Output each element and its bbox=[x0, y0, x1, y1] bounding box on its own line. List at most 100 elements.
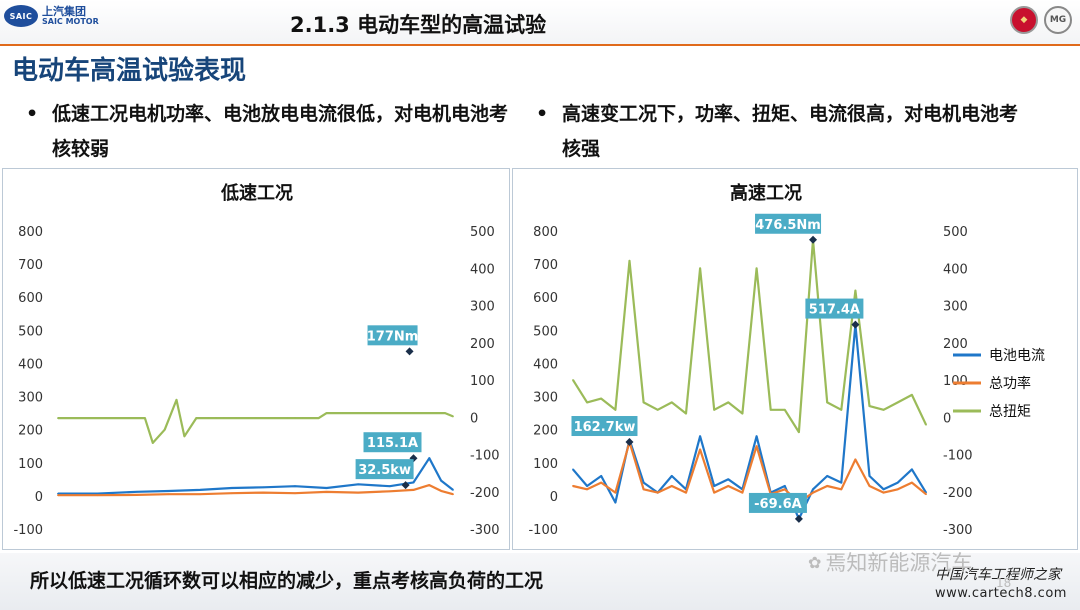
bullet-right-text: 高速变工况下，功率、扭矩、电流很高，对电机电池考核强 bbox=[562, 103, 1019, 160]
data-point bbox=[685, 412, 687, 415]
right-tick-label: -300 bbox=[470, 523, 500, 538]
data-point bbox=[925, 423, 927, 426]
data-point bbox=[57, 494, 59, 497]
data-point bbox=[444, 412, 446, 415]
data-point bbox=[325, 487, 328, 489]
chart-title: 高速工况 bbox=[730, 182, 802, 204]
header-divider bbox=[0, 44, 1080, 46]
annotation-box bbox=[748, 492, 807, 513]
mg-icon: MG bbox=[1044, 6, 1072, 34]
data-point bbox=[826, 401, 829, 404]
left-tick-label: 0 bbox=[35, 490, 43, 505]
watermark-cn: 中国汽车工程师之家 bbox=[935, 567, 1061, 583]
data-point bbox=[670, 401, 673, 404]
annotation-label: 177Nm bbox=[367, 329, 419, 344]
data-point bbox=[713, 408, 716, 411]
data-point bbox=[882, 488, 885, 491]
roewe-icon: ◆ bbox=[1010, 6, 1038, 34]
data-point bbox=[325, 412, 328, 415]
data-point bbox=[896, 481, 899, 484]
data-point bbox=[96, 494, 99, 497]
left-tick-label: 500 bbox=[18, 324, 43, 339]
data-point bbox=[388, 412, 391, 415]
saic-logo-icon: SAIC bbox=[4, 5, 38, 27]
legend-label: 总功率 bbox=[989, 375, 1031, 392]
data-point bbox=[195, 417, 198, 419]
data-point bbox=[783, 488, 786, 491]
data-point bbox=[755, 435, 758, 438]
data-point bbox=[234, 417, 237, 419]
right-tick-label: 0 bbox=[470, 411, 478, 426]
data-point bbox=[868, 485, 871, 487]
right-tick-label: -200 bbox=[943, 486, 973, 501]
conclusion-text: 所以低速工况循环数可以相应的减少，重点考核高负荷的工况 bbox=[30, 570, 544, 592]
data-point bbox=[428, 457, 431, 460]
data-point bbox=[600, 475, 603, 477]
data-point bbox=[910, 468, 913, 471]
data-point bbox=[628, 259, 631, 262]
left-tick-label: 500 bbox=[533, 324, 558, 339]
annotation-label: 162.7kw bbox=[574, 420, 636, 435]
data-point bbox=[175, 398, 178, 401]
annotation-marker bbox=[401, 481, 410, 490]
annotation-marker bbox=[851, 320, 860, 329]
data-point bbox=[614, 491, 617, 494]
data-point bbox=[910, 394, 913, 396]
data-point bbox=[685, 491, 687, 494]
data-point bbox=[783, 485, 786, 487]
bullet-marker: • bbox=[26, 103, 39, 125]
data-point bbox=[230, 492, 233, 495]
data-point bbox=[404, 412, 407, 415]
data-point bbox=[136, 490, 138, 493]
data-point bbox=[699, 267, 701, 270]
right-tick-label: 100 bbox=[470, 374, 495, 389]
data-point bbox=[713, 485, 716, 487]
data-point bbox=[286, 417, 288, 419]
slide-header: SAIC 上汽集团 SAIC MOTOR 2.1.3 电动车型的高温试验 ◆ M… bbox=[0, 0, 1080, 44]
right-tick-label: 400 bbox=[943, 262, 968, 277]
data-point bbox=[96, 492, 99, 495]
data-point bbox=[341, 412, 344, 415]
data-point bbox=[151, 442, 154, 444]
data-point bbox=[812, 491, 814, 494]
data-point bbox=[230, 487, 233, 489]
data-point bbox=[642, 488, 645, 491]
data-point bbox=[826, 485, 829, 487]
series-line bbox=[572, 238, 927, 434]
data-point bbox=[309, 417, 312, 419]
data-point bbox=[572, 485, 574, 487]
annotation-box bbox=[755, 213, 822, 234]
right-tick-label: 300 bbox=[470, 300, 495, 315]
data-point bbox=[396, 412, 399, 415]
data-point bbox=[412, 412, 415, 415]
data-point bbox=[600, 397, 603, 400]
data-point bbox=[868, 475, 871, 477]
data-point bbox=[882, 491, 885, 494]
data-point bbox=[167, 493, 170, 496]
data-point bbox=[783, 408, 786, 411]
data-point bbox=[670, 475, 673, 477]
data-point bbox=[755, 445, 758, 448]
data-point bbox=[254, 417, 257, 419]
left-tick-label: 200 bbox=[18, 424, 43, 439]
data-point bbox=[428, 484, 431, 487]
data-point bbox=[452, 415, 454, 418]
wechat-icon: ✿ bbox=[808, 552, 822, 572]
data-point bbox=[755, 267, 758, 270]
data-point bbox=[274, 417, 277, 419]
right-tick-label: 500 bbox=[943, 225, 968, 240]
annotation-box bbox=[571, 416, 638, 437]
annotation-label: 32.5kw bbox=[358, 463, 411, 478]
wechat-watermark: ✿ 焉知新能源汽车 bbox=[808, 547, 972, 577]
data-point bbox=[614, 408, 617, 411]
data-point bbox=[333, 412, 336, 415]
saic-logo: SAIC 上汽集团 SAIC MOTOR bbox=[4, 5, 99, 27]
left-tick-label: -100 bbox=[13, 523, 43, 538]
data-point bbox=[294, 485, 296, 488]
data-point bbox=[144, 417, 146, 419]
data-point bbox=[381, 412, 383, 415]
annotation-marker bbox=[794, 514, 803, 523]
data-point bbox=[798, 431, 800, 434]
data-point bbox=[586, 401, 589, 404]
data-point bbox=[572, 468, 574, 471]
